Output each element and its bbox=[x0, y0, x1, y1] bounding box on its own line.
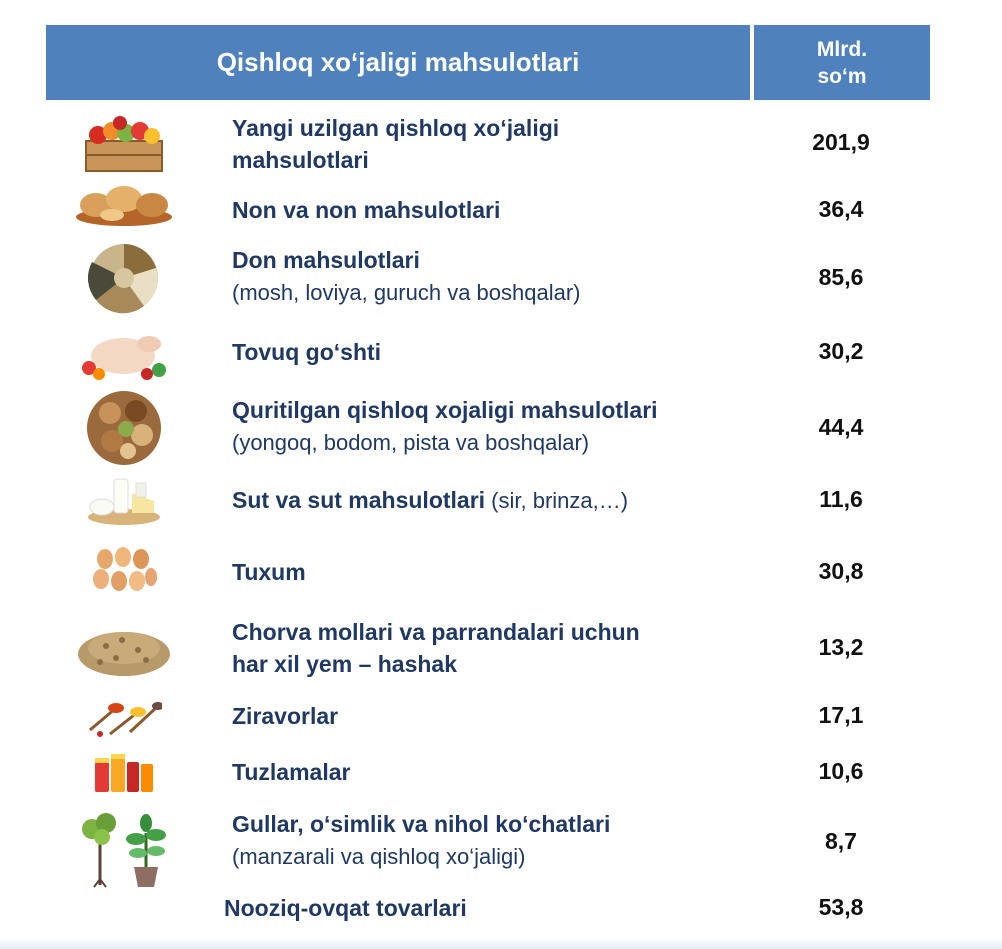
column-header-unit: Mlrd. so‘m bbox=[754, 25, 930, 100]
row-value: 201,9 bbox=[812, 129, 870, 155]
row-label-suffix: (sir, brinza,…) bbox=[485, 488, 629, 513]
column-header-products: Qishloq xo‘jaligi mahsulotlari bbox=[46, 25, 750, 100]
row-label: Tovuq go‘shti bbox=[232, 336, 772, 368]
table-row: Quritilgan qishloq xojaligi mahsulotlari… bbox=[0, 386, 1002, 470]
eggs-icon bbox=[70, 540, 178, 600]
table-row: Sut va sut mahsulotlari (sir, brinza,…) … bbox=[0, 472, 1002, 530]
row-label: Yangi uzilgan qishloq xo‘jaligi mahsulot… bbox=[232, 112, 772, 176]
row-label-line2: (yongoq, bodom, pista va boshqalar) bbox=[232, 430, 590, 455]
row-value: 17,1 bbox=[818, 702, 864, 728]
row-label-line1: Non va non mahsulotlari bbox=[232, 197, 501, 223]
row-label-line2: (mosh, loviya, guruch va boshqalar) bbox=[232, 280, 581, 305]
row-label: Quritilgan qishloq xojaligi mahsulotlari… bbox=[232, 394, 772, 459]
row-value: 13,2 bbox=[818, 634, 864, 660]
row-label-line2: har xil yem – hashak bbox=[232, 651, 458, 677]
table-row: Don mahsulotlari (mosh, loviya, guruch v… bbox=[0, 238, 1002, 318]
row-label: Sut va sut mahsulotlari (sir, brinza,…) bbox=[232, 484, 772, 517]
row-label-line1: Sut va sut mahsulotlari bbox=[232, 487, 486, 513]
row-label-line1: Gullar, o‘simlik va nihol ko‘chatlari bbox=[232, 811, 611, 837]
dairy-icon bbox=[70, 472, 178, 528]
row-value: 8,7 bbox=[825, 828, 857, 854]
row-label: Chorva mollari va parrandalari uchun har… bbox=[232, 616, 772, 680]
header-unit-line1: Mlrd. bbox=[816, 37, 868, 61]
row-label-line1: Yangi uzilgan qishloq xo‘jaligi bbox=[232, 115, 560, 141]
row-label: Non va non mahsulotlari bbox=[232, 194, 772, 226]
grain-icon bbox=[70, 242, 178, 314]
bread-icon bbox=[70, 180, 178, 232]
fruit-crate-icon bbox=[70, 110, 178, 178]
seedlings-icon bbox=[70, 808, 178, 890]
table-row: Non va non mahsulotlari 36,4 bbox=[0, 180, 1002, 236]
table-row: Yangi uzilgan qishloq xo‘jaligi mahsulot… bbox=[0, 108, 1002, 180]
chicken-icon bbox=[70, 322, 178, 382]
row-value: 85,6 bbox=[818, 264, 864, 290]
row-value: 10,6 bbox=[818, 758, 864, 784]
table-row: Tuxum 30,8 bbox=[0, 536, 1002, 606]
table-row: Ziravorlar 17,1 bbox=[0, 690, 1002, 742]
row-label-line2: (manzarali va qishloq xo‘jaligi) bbox=[232, 844, 526, 869]
table-row: Gullar, o‘simlik va nihol ko‘chatlari (m… bbox=[0, 806, 1002, 890]
table-row: Chorva mollari va parrandalari uchun har… bbox=[0, 612, 1002, 684]
pickle-jars-icon bbox=[70, 748, 178, 798]
header-title: Qishloq xo‘jaligi mahsulotlari bbox=[216, 47, 580, 77]
row-label-line1: Nooziq-ovqat tovarlari bbox=[224, 895, 467, 921]
row-value: 30,2 bbox=[818, 338, 864, 364]
row-value: 30,8 bbox=[818, 558, 864, 584]
row-label: Ziravorlar bbox=[232, 700, 772, 732]
spices-icon bbox=[70, 692, 178, 740]
row-value: 11,6 bbox=[819, 486, 863, 512]
row-label: Don mahsulotlari (mosh, loviya, guruch v… bbox=[232, 244, 772, 309]
table-row: Nooziq-ovqat tovarlari 53,8 bbox=[0, 890, 1002, 930]
row-label-line1: Chorva mollari va parrandalari uchun bbox=[232, 619, 640, 645]
footer-decoration bbox=[0, 938, 1002, 949]
row-value: 44,4 bbox=[818, 414, 864, 440]
row-value: 53,8 bbox=[818, 894, 864, 920]
feed-pellets-icon bbox=[70, 618, 178, 680]
row-label-line2: mahsulotlari bbox=[232, 147, 369, 173]
row-label-line1: Tuxum bbox=[232, 559, 306, 585]
row-label: Tuzlamalar bbox=[232, 756, 772, 788]
row-label: Tuxum bbox=[232, 556, 772, 588]
row-label-line1: Tovuq go‘shti bbox=[232, 339, 382, 365]
row-label: Gullar, o‘simlik va nihol ko‘chatlari (m… bbox=[232, 808, 772, 873]
row-label-line1: Don mahsulotlari bbox=[232, 247, 420, 273]
header-unit-line2: so‘m bbox=[817, 64, 867, 88]
row-label-line1: Tuzlamalar bbox=[232, 759, 351, 785]
nuts-icon bbox=[70, 388, 178, 468]
table-row: Tovuq go‘shti 30,2 bbox=[0, 322, 1002, 384]
table-row: Tuzlamalar 10,6 bbox=[0, 746, 1002, 800]
row-label-line1: Ziravorlar bbox=[232, 703, 339, 729]
row-label-line1: Quritilgan qishloq xojaligi mahsulotlari bbox=[232, 397, 658, 423]
row-label: Nooziq-ovqat tovarlari bbox=[224, 892, 764, 924]
row-value: 36,4 bbox=[818, 196, 864, 222]
